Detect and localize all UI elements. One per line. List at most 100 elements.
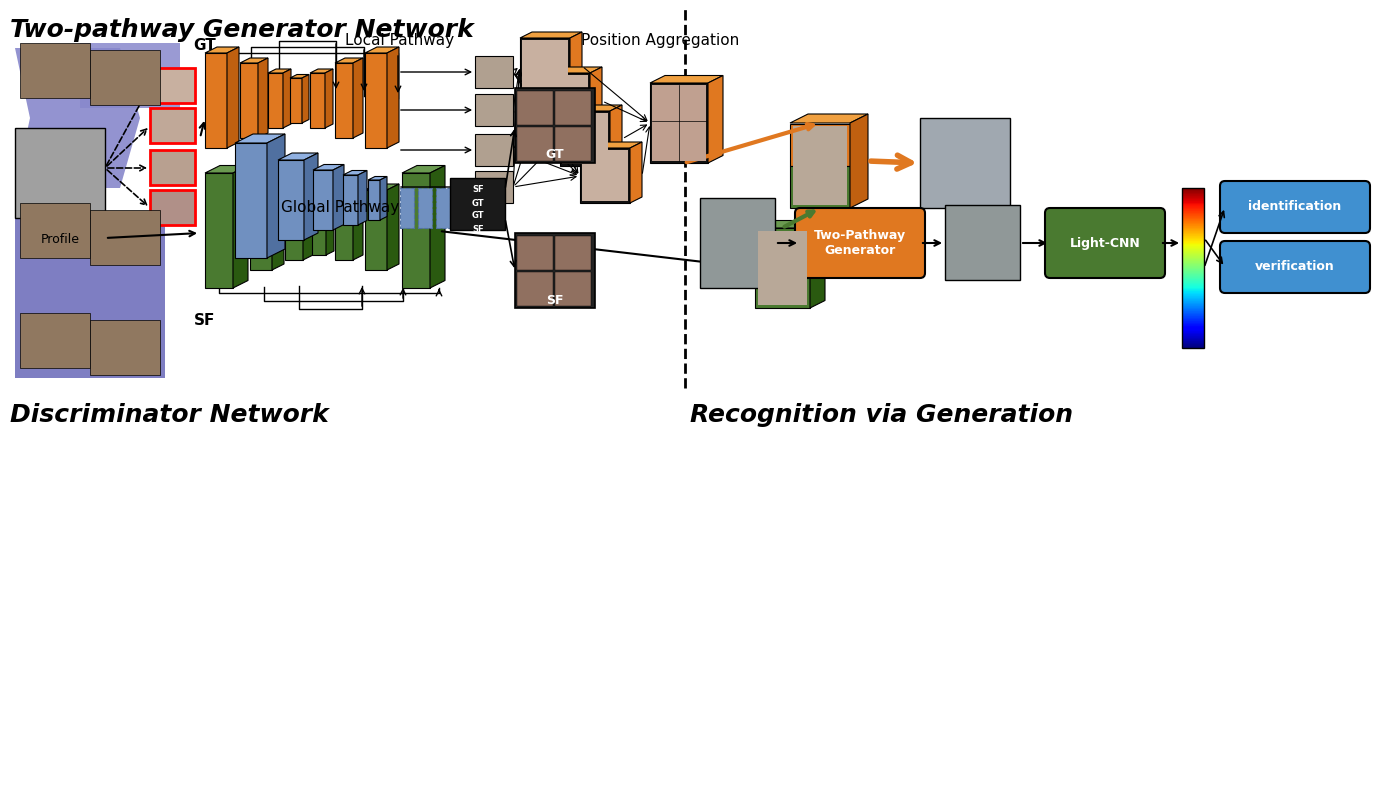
Polygon shape	[259, 58, 268, 138]
FancyBboxPatch shape	[1182, 322, 1205, 323]
Polygon shape	[430, 165, 445, 288]
FancyBboxPatch shape	[1182, 250, 1205, 251]
FancyBboxPatch shape	[205, 53, 227, 148]
Polygon shape	[333, 164, 344, 230]
FancyBboxPatch shape	[285, 200, 303, 260]
FancyBboxPatch shape	[1182, 282, 1205, 283]
FancyBboxPatch shape	[1182, 258, 1205, 259]
FancyBboxPatch shape	[1182, 274, 1205, 275]
FancyBboxPatch shape	[449, 178, 505, 230]
FancyBboxPatch shape	[1182, 301, 1205, 302]
FancyBboxPatch shape	[1182, 240, 1205, 241]
FancyBboxPatch shape	[1182, 315, 1205, 316]
FancyBboxPatch shape	[1182, 217, 1205, 218]
Polygon shape	[708, 76, 723, 163]
FancyBboxPatch shape	[517, 236, 553, 270]
FancyBboxPatch shape	[1182, 341, 1205, 342]
Polygon shape	[353, 195, 362, 260]
FancyBboxPatch shape	[1182, 237, 1205, 238]
FancyBboxPatch shape	[1182, 198, 1205, 199]
FancyBboxPatch shape	[1182, 331, 1205, 332]
Polygon shape	[335, 195, 362, 200]
FancyBboxPatch shape	[700, 198, 774, 288]
FancyBboxPatch shape	[1182, 241, 1205, 242]
FancyBboxPatch shape	[1182, 278, 1205, 279]
Polygon shape	[303, 195, 313, 260]
FancyBboxPatch shape	[1182, 246, 1205, 247]
Polygon shape	[232, 165, 248, 288]
Polygon shape	[241, 58, 268, 63]
FancyBboxPatch shape	[1182, 334, 1205, 335]
FancyBboxPatch shape	[1182, 204, 1205, 205]
FancyBboxPatch shape	[1182, 303, 1205, 304]
FancyBboxPatch shape	[1182, 228, 1205, 229]
Polygon shape	[380, 176, 387, 220]
Text: verification: verification	[1256, 260, 1335, 274]
FancyBboxPatch shape	[1182, 211, 1205, 212]
FancyBboxPatch shape	[1182, 238, 1205, 239]
FancyBboxPatch shape	[1182, 298, 1205, 299]
FancyBboxPatch shape	[1182, 261, 1205, 262]
FancyBboxPatch shape	[1182, 191, 1205, 192]
FancyBboxPatch shape	[1182, 210, 1205, 211]
FancyBboxPatch shape	[1182, 314, 1205, 315]
FancyBboxPatch shape	[755, 228, 810, 308]
FancyBboxPatch shape	[1182, 190, 1205, 191]
FancyBboxPatch shape	[1182, 219, 1205, 220]
FancyBboxPatch shape	[1182, 235, 1205, 236]
FancyBboxPatch shape	[368, 180, 380, 220]
FancyBboxPatch shape	[1182, 266, 1205, 267]
Polygon shape	[579, 142, 642, 148]
FancyBboxPatch shape	[1182, 245, 1205, 246]
FancyBboxPatch shape	[1182, 337, 1205, 338]
FancyBboxPatch shape	[1182, 324, 1205, 325]
FancyBboxPatch shape	[1182, 277, 1205, 278]
FancyBboxPatch shape	[1182, 200, 1205, 201]
Polygon shape	[235, 134, 285, 143]
FancyBboxPatch shape	[1182, 221, 1205, 222]
FancyBboxPatch shape	[1182, 313, 1205, 314]
FancyBboxPatch shape	[1182, 254, 1205, 255]
FancyBboxPatch shape	[1182, 207, 1205, 208]
FancyBboxPatch shape	[1046, 208, 1164, 278]
FancyBboxPatch shape	[1182, 291, 1205, 292]
FancyBboxPatch shape	[1182, 267, 1205, 268]
FancyBboxPatch shape	[418, 188, 431, 228]
FancyBboxPatch shape	[1182, 243, 1205, 244]
FancyBboxPatch shape	[1182, 287, 1205, 288]
FancyBboxPatch shape	[1182, 273, 1205, 274]
FancyBboxPatch shape	[313, 205, 326, 255]
FancyBboxPatch shape	[1182, 260, 1205, 261]
FancyBboxPatch shape	[1182, 329, 1205, 330]
FancyBboxPatch shape	[1182, 259, 1205, 260]
Polygon shape	[755, 220, 826, 228]
FancyBboxPatch shape	[1182, 208, 1205, 209]
FancyBboxPatch shape	[1182, 248, 1205, 249]
Polygon shape	[290, 74, 308, 78]
Polygon shape	[313, 164, 344, 170]
Polygon shape	[205, 47, 239, 53]
FancyBboxPatch shape	[1182, 338, 1205, 339]
FancyBboxPatch shape	[1182, 310, 1205, 311]
FancyBboxPatch shape	[1182, 223, 1205, 224]
FancyBboxPatch shape	[1182, 212, 1205, 213]
FancyBboxPatch shape	[1182, 293, 1205, 294]
FancyBboxPatch shape	[1182, 342, 1205, 343]
FancyBboxPatch shape	[1182, 247, 1205, 248]
FancyBboxPatch shape	[365, 190, 387, 270]
FancyBboxPatch shape	[1182, 317, 1205, 318]
FancyBboxPatch shape	[1182, 216, 1205, 217]
Polygon shape	[268, 69, 290, 73]
FancyBboxPatch shape	[1182, 244, 1205, 245]
FancyBboxPatch shape	[19, 313, 90, 368]
FancyBboxPatch shape	[1182, 306, 1205, 307]
FancyBboxPatch shape	[517, 91, 553, 125]
FancyBboxPatch shape	[335, 63, 353, 138]
Text: Profile: Profile	[40, 233, 79, 246]
FancyBboxPatch shape	[1182, 309, 1205, 310]
FancyBboxPatch shape	[1182, 220, 1205, 221]
FancyBboxPatch shape	[1182, 225, 1205, 226]
FancyBboxPatch shape	[1182, 195, 1205, 196]
Text: GT: GT	[194, 38, 216, 53]
FancyBboxPatch shape	[90, 50, 160, 105]
